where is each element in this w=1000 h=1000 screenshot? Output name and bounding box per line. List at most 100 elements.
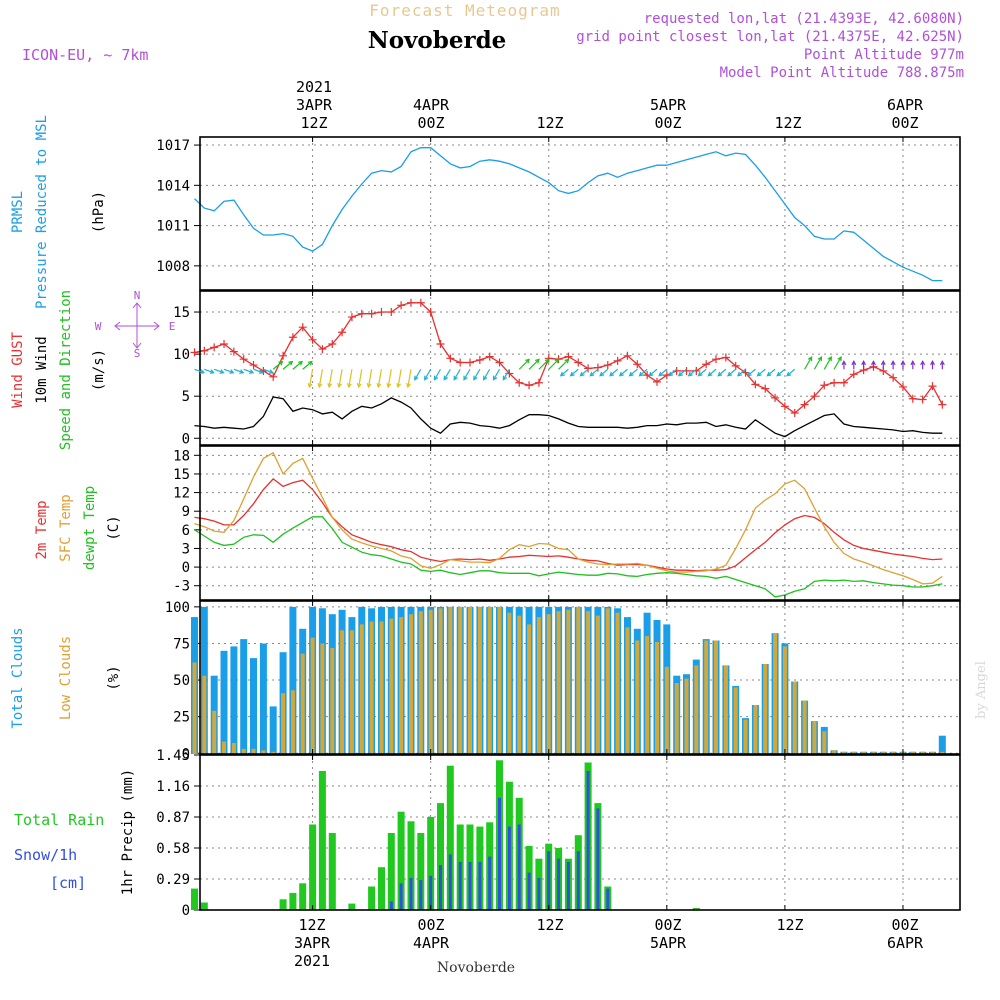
wind-arrow-head <box>307 360 313 366</box>
precip-unit: 1hr Precip (mm) <box>120 769 136 895</box>
wind-arrow <box>804 356 813 370</box>
wind-arrow-head <box>599 371 605 377</box>
y-tick-label: 0 <box>182 746 190 762</box>
bar-low-clouds <box>773 633 778 754</box>
bar-low-clouds <box>281 693 286 754</box>
top-time-axis: 2021 3APR 12Z 4APR 00Z 12Z 5APR 00Z 12Z … <box>296 78 924 132</box>
y-tick-label: 15 <box>173 467 190 483</box>
wind-arrow-head <box>249 369 255 374</box>
bar-low-clouds <box>418 611 423 754</box>
gust-point <box>436 340 445 349</box>
gust-point <box>239 355 248 364</box>
wind-arrow <box>282 361 293 370</box>
bar-low-clouds <box>763 664 768 754</box>
wind-arrow-head <box>638 371 644 377</box>
bar-snow-1h <box>409 877 413 910</box>
bar-total-clouds <box>220 650 228 754</box>
wind-arrow-head <box>199 369 206 374</box>
bar-snow-1h <box>429 875 433 910</box>
gust-point <box>830 378 839 387</box>
bottom-time-label: 3APR <box>294 934 331 952</box>
gust-point <box>623 351 632 360</box>
y-tick-label: 0.87 <box>156 810 190 826</box>
wind-arrow <box>678 368 687 377</box>
wind-arrow-head <box>534 358 540 364</box>
bar-low-clouds <box>910 751 915 754</box>
wind-arrow <box>463 368 471 380</box>
snow-label: Snow/1h <box>14 846 77 864</box>
wind-arrow <box>619 368 628 377</box>
bar-total-clouds <box>250 658 257 754</box>
wind-arrow-head <box>356 383 362 389</box>
wind-arrow-head <box>880 360 886 366</box>
top-time-label: 00Z <box>654 114 681 132</box>
wind-arrow-head <box>817 356 823 362</box>
wind-arrow <box>263 368 274 374</box>
wind-arrow <box>558 358 569 370</box>
gust-point <box>731 361 740 370</box>
gust-point <box>584 364 593 373</box>
bar-total-rain <box>387 833 395 910</box>
wind-arrow-head <box>579 371 585 377</box>
wind-arrow <box>528 358 540 370</box>
gust-point <box>652 377 661 386</box>
bar-low-clouds <box>655 642 659 754</box>
gust-point <box>908 394 917 403</box>
bar-low-clouds <box>930 751 935 754</box>
bar-low-clouds <box>468 606 472 754</box>
bar-low-clouds <box>438 608 443 754</box>
direction-label: Speed and Direction <box>58 290 74 450</box>
gust-point <box>456 358 465 367</box>
bar-low-clouds <box>212 710 217 754</box>
y-tick-label: 0 <box>182 903 190 919</box>
point-altitude: Point Altitude 977m <box>804 47 964 63</box>
gust-point <box>367 309 376 318</box>
gust-point <box>534 378 543 387</box>
wind-arrow-head <box>406 383 411 389</box>
wind-arrow-head <box>697 371 703 377</box>
wind-arrow <box>194 368 205 374</box>
bar-total-rain <box>397 811 405 910</box>
wind-arrow-head <box>920 360 926 366</box>
bar-low-clouds <box>556 611 561 754</box>
series-line-2m-temp <box>194 478 943 572</box>
panel-3: 0 25 50 75 100 <box>165 600 961 762</box>
compass-s: S <box>134 347 141 360</box>
wind-arrow-head <box>736 371 742 377</box>
gust-point <box>377 308 386 317</box>
bar-snow-1h <box>488 856 492 910</box>
wind-arrow-head <box>346 383 352 389</box>
wind-arrow <box>223 368 234 374</box>
top-time-label: 3APR <box>296 96 333 114</box>
y-tick-label: 0 <box>182 560 190 576</box>
total-clouds-label: Total Clouds <box>10 627 26 728</box>
y-tick-label: 75 <box>173 636 190 652</box>
wind-arrow-head <box>618 371 624 377</box>
wind-arrow-head <box>841 360 847 366</box>
y-tick-label: 0.29 <box>156 872 190 888</box>
chart-subtitle: Forecast Meteogram <box>369 1 560 20</box>
wind-arrow <box>367 369 373 388</box>
model-altitude: Model Point Altitude 788.875m <box>720 65 964 81</box>
wind-arrow-head <box>939 360 945 366</box>
wind-arrow-head <box>317 383 323 389</box>
wind-arrow-head <box>386 383 392 389</box>
bar-snow-1h <box>557 858 561 910</box>
wind-arrow <box>397 369 402 388</box>
wind-arrow <box>387 369 392 388</box>
bar-total-clouds <box>259 643 267 754</box>
bar-snow-1h <box>537 877 541 910</box>
bar-low-clouds <box>743 719 748 754</box>
wind-arrow-head <box>298 360 304 366</box>
bar-snow-1h <box>596 808 600 910</box>
wind-arrow <box>433 368 442 380</box>
wind-arrow <box>833 356 842 370</box>
gust-point <box>495 358 504 367</box>
wind-arrow-head <box>837 356 842 362</box>
bar-low-clouds <box>615 612 620 754</box>
y-tick-label: 5 <box>182 389 190 405</box>
gust-point <box>771 393 780 402</box>
wind-arrow-head <box>463 375 468 381</box>
bar-low-clouds <box>782 646 787 754</box>
bottom-time-label: 2021 <box>294 952 330 970</box>
